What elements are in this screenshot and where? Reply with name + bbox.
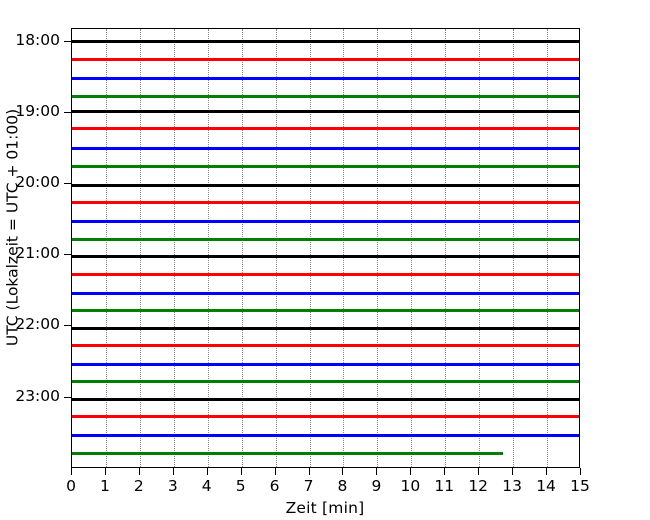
gridline-vertical: [377, 29, 379, 467]
gridline-vertical: [241, 29, 243, 467]
series-line: [72, 344, 579, 348]
gridline-vertical: [309, 29, 311, 467]
y-axis-title: UTC (Lokalzeit = UTC + 01:00): [3, 108, 22, 347]
y-axis-tick-label: 21:00: [15, 244, 60, 263]
gridline-vertical: [547, 29, 549, 467]
y-axis-tick-mark: [64, 183, 71, 185]
series-line: [72, 415, 579, 419]
series-line: [72, 200, 579, 204]
x-axis-tick-mark: [444, 468, 446, 475]
y-axis-tick-mark: [64, 41, 71, 42]
gridline-vertical: [173, 29, 175, 467]
series-line: [72, 220, 579, 224]
series-line: [72, 397, 579, 401]
x-axis-tick-label: 2: [133, 477, 144, 495]
y-axis-tick-label: 20:00: [15, 173, 60, 192]
series-line: [72, 76, 579, 80]
x-axis-title: Zeit [min]: [285, 499, 365, 517]
x-axis-tick-label: 8: [337, 477, 348, 495]
y-axis-tick-label: 19:00: [15, 102, 60, 121]
gridline-vertical: [207, 29, 209, 467]
series-line: [72, 362, 579, 366]
gridline-vertical: [513, 29, 515, 467]
y-axis-title-wrapper: UTC (Lokalzeit = UTC + 01:00): [3, 8, 22, 448]
x-axis-tick-mark: [546, 468, 548, 475]
plot-area: [71, 28, 580, 468]
series-line: [72, 165, 579, 169]
y-axis-tick-mark: [64, 325, 71, 327]
series-line: [72, 273, 579, 277]
x-axis-tick-label: 12: [468, 477, 489, 495]
gridline-vertical: [343, 29, 345, 467]
x-axis-tick-label: 14: [536, 477, 556, 495]
x-axis-tick-label: 7: [303, 477, 314, 495]
y-axis-tick-label: 18:00: [15, 31, 60, 49]
y-axis-tick-mark: [64, 396, 71, 398]
x-axis-tick-mark: [240, 468, 242, 475]
x-axis-tick-label: 11: [434, 477, 455, 495]
series-line: [72, 291, 579, 295]
y-axis-tick-mark: [64, 112, 71, 114]
gridline-vertical: [445, 29, 447, 467]
gridline-vertical: [105, 29, 107, 467]
x-axis-tick-mark: [104, 468, 106, 475]
x-axis-tick-label: 6: [269, 477, 280, 495]
x-axis-tick-mark: [138, 468, 140, 475]
x-axis-tick-mark: [172, 468, 174, 475]
gridline-vertical: [411, 29, 413, 467]
x-axis-tick-mark: [376, 468, 378, 475]
x-axis-tick-label: 9: [371, 477, 382, 495]
series-line: [72, 238, 579, 242]
x-axis-tick-mark: [478, 468, 480, 475]
x-axis-tick-label: 4: [201, 477, 212, 495]
x-axis-tick-label: 10: [400, 477, 421, 495]
series-line: [72, 183, 579, 187]
series-line: [72, 326, 579, 330]
y-axis-tick-label: 23:00: [15, 386, 60, 405]
series-line: [72, 126, 579, 130]
series-line: [72, 95, 579, 99]
series-line: [72, 380, 579, 384]
gridline-vertical: [139, 29, 141, 467]
x-axis-tick-mark: [308, 468, 310, 475]
x-axis-tick-mark: [206, 468, 208, 475]
y-axis-tick-label: 22:00: [15, 315, 60, 334]
x-axis-tick-mark: [410, 468, 412, 475]
x-axis-tick-label: 15: [570, 477, 590, 495]
series-line: [72, 433, 579, 437]
x-axis-tick-mark: [71, 468, 72, 475]
y-axis-tick-mark: [64, 254, 71, 256]
series-line: [72, 57, 579, 61]
x-axis-tick-label: 3: [167, 477, 178, 495]
x-axis-tick-label: 1: [99, 477, 110, 495]
x-axis-tick-mark: [580, 468, 581, 475]
x-axis-tick-label: 13: [502, 477, 522, 495]
x-axis-tick-label: 5: [235, 477, 246, 495]
gridline-vertical: [479, 29, 481, 467]
series-line: [72, 451, 503, 455]
series-line: [72, 40, 579, 44]
x-axis-tick-mark: [274, 468, 276, 475]
x-axis-tick-label: 0: [66, 477, 76, 495]
gridline-vertical: [275, 29, 277, 467]
x-axis-tick-mark: [342, 468, 344, 475]
series-line: [72, 110, 579, 114]
x-axis-tick-mark: [512, 468, 514, 475]
series-line: [72, 255, 579, 259]
series-line: [72, 146, 579, 150]
series-line: [72, 309, 579, 313]
